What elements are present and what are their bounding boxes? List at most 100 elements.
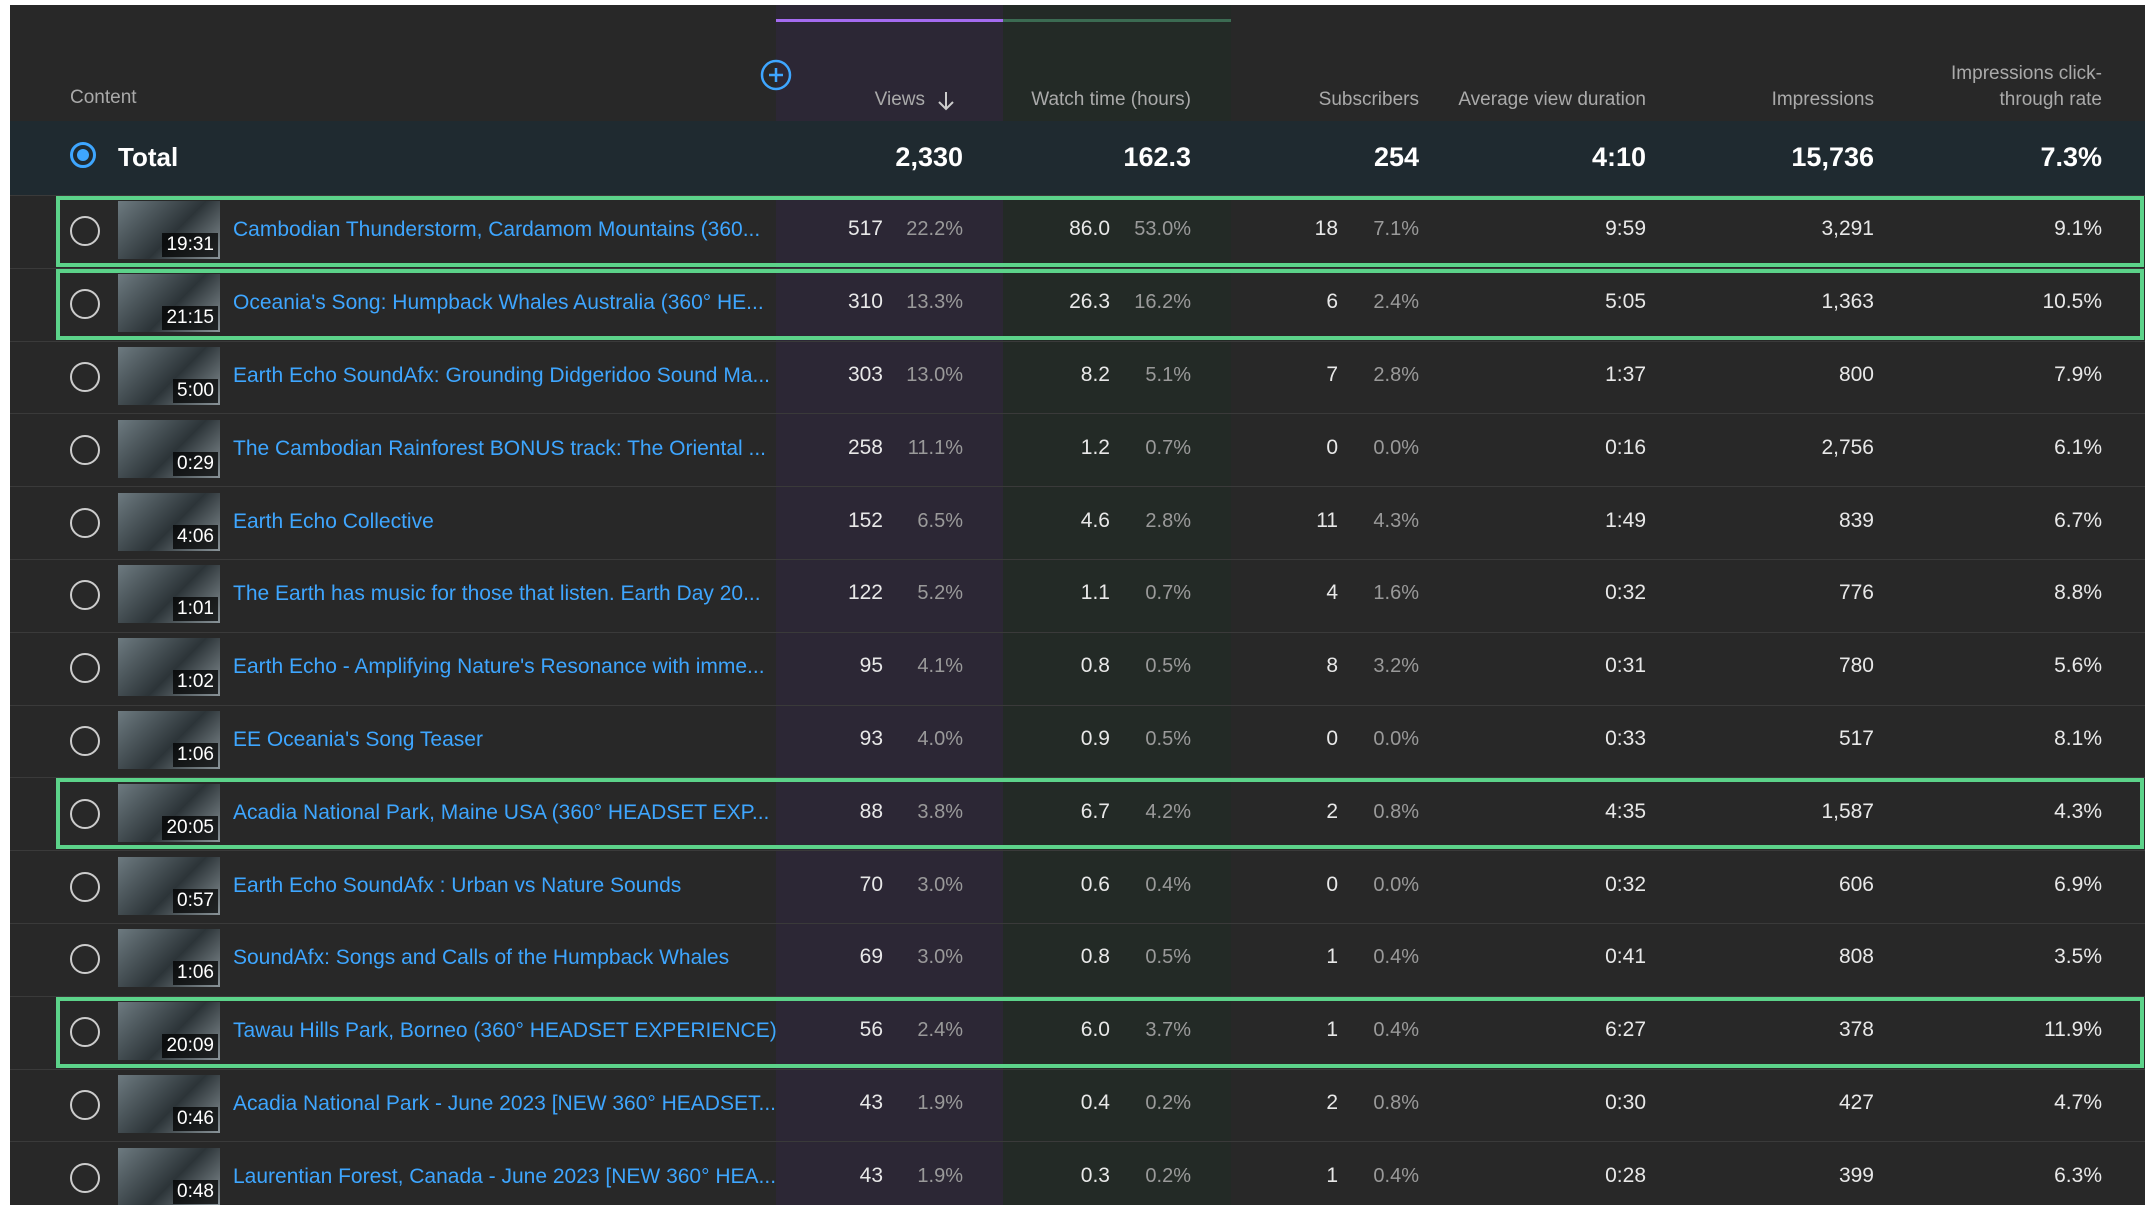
- video-title[interactable]: Acadia National Park - June 2023 [NEW 36…: [233, 1092, 776, 1116]
- metric-value: 3.5%: [2054, 945, 2102, 969]
- video-title[interactable]: EE Oceania's Song Teaser: [233, 728, 483, 752]
- row-divider: [10, 850, 2145, 851]
- metric-value: 0.9: [1081, 727, 1110, 751]
- duration: 1:02: [173, 670, 218, 694]
- video-title[interactable]: Earth Echo SoundAfx: Grounding Didgerido…: [233, 364, 770, 388]
- thumbnail[interactable]: 0:57: [118, 857, 220, 915]
- column-header[interactable]: Average view duration: [1456, 87, 1646, 113]
- metric-value: 0:16: [1605, 436, 1646, 460]
- radio-dot: [77, 149, 89, 161]
- video-title[interactable]: Laurentian Forest, Canada - June 2023 [N…: [233, 1165, 776, 1189]
- thumbnail[interactable]: 0:48: [118, 1148, 220, 1205]
- metric-percent: 0.0%: [1373, 437, 1419, 460]
- video-title[interactable]: Earth Echo - Amplifying Nature's Resonan…: [233, 655, 765, 679]
- metric-value: 258: [848, 436, 883, 460]
- radio[interactable]: [70, 1163, 100, 1193]
- highlight-box: [56, 269, 2144, 340]
- metric-percent: 2.8%: [1145, 510, 1191, 533]
- radio[interactable]: [70, 1090, 100, 1120]
- duration: 0:48: [173, 1180, 218, 1204]
- thumbnail[interactable]: 0:29: [118, 420, 220, 478]
- metric-value: 0: [1326, 436, 1338, 460]
- analytics-table: Content Views Watch time (hours) Subscriber…: [10, 5, 2145, 1205]
- metric-percent: 0.7%: [1145, 582, 1191, 605]
- metric-value: 4.6: [1081, 509, 1110, 533]
- metric-value: 2: [1326, 1091, 1338, 1115]
- metric-value: 95: [860, 654, 883, 678]
- views-top-line: [776, 19, 1003, 22]
- video-title[interactable]: SoundAfx: Songs and Calls of the Humpbac…: [233, 946, 729, 970]
- duration: 1:06: [173, 961, 218, 985]
- row-divider: [10, 1069, 2145, 1070]
- thumbnail[interactable]: 1:02: [118, 638, 220, 696]
- metric-percent: 0.8%: [1373, 1092, 1419, 1115]
- duration: 0:46: [173, 1107, 218, 1131]
- column-header[interactable]: Views: [735, 87, 925, 113]
- metric-value: 8.2: [1081, 363, 1110, 387]
- metric-value: 43: [860, 1164, 883, 1188]
- metric-value: 1: [1326, 1164, 1338, 1188]
- radio[interactable]: [70, 726, 100, 756]
- metric-value: 0: [1326, 873, 1338, 897]
- metric-value: 606: [1839, 873, 1874, 897]
- sort-arrow[interactable]: [935, 89, 957, 113]
- metric-value: 43: [860, 1091, 883, 1115]
- metric-percent: 4.1%: [917, 655, 963, 678]
- radio[interactable]: [70, 508, 100, 538]
- metric-value: 5.6%: [2054, 654, 2102, 678]
- duration: 0:29: [173, 452, 218, 476]
- column-header[interactable]: Impressions: [1684, 87, 1874, 113]
- metric-value: 0:32: [1605, 873, 1646, 897]
- thumbnail[interactable]: 0:46: [118, 1075, 220, 1133]
- radio[interactable]: [70, 580, 100, 610]
- radio[interactable]: [70, 944, 100, 974]
- metric-value: 11: [1316, 509, 1338, 533]
- metric-value: 808: [1839, 945, 1874, 969]
- total-value: 162.3: [1123, 142, 1191, 173]
- radio[interactable]: [70, 362, 100, 392]
- metric-percent: 0.5%: [1145, 946, 1191, 969]
- thumbnail[interactable]: 1:01: [118, 565, 220, 623]
- radio[interactable]: [70, 653, 100, 683]
- metric-value: 0:31: [1605, 654, 1646, 678]
- metric-percent: 0.5%: [1145, 728, 1191, 751]
- metric-value: 427: [1839, 1091, 1874, 1115]
- metric-value: 0:33: [1605, 727, 1646, 751]
- metric-value: 93: [860, 727, 883, 751]
- metric-value: 399: [1839, 1164, 1874, 1188]
- metric-value: 8.1%: [2054, 727, 2102, 751]
- video-title[interactable]: The Cambodian Rainforest BONUS track: Th…: [233, 437, 766, 461]
- thumbnail[interactable]: 1:06: [118, 711, 220, 769]
- row-divider: [10, 559, 2145, 560]
- metric-percent: 1.6%: [1373, 582, 1419, 605]
- column-header[interactable]: Subscribers: [1229, 87, 1419, 113]
- metric-value: 8.8%: [2054, 581, 2102, 605]
- video-title[interactable]: Earth Echo SoundAfx : Urban vs Nature So…: [233, 874, 681, 898]
- row-divider: [10, 486, 2145, 487]
- column-header[interactable]: Impressions click-through rate: [1912, 61, 2102, 113]
- metric-value: 1:37: [1605, 363, 1646, 387]
- metric-value: 517: [1839, 727, 1874, 751]
- metric-value: 0.8: [1081, 945, 1110, 969]
- thumbnail[interactable]: 1:06: [118, 929, 220, 987]
- metric-value: 0: [1326, 727, 1338, 751]
- total-value: 15,736: [1791, 142, 1874, 173]
- video-title[interactable]: Earth Echo Collective: [233, 510, 434, 534]
- metric-percent: 0.2%: [1145, 1092, 1191, 1115]
- column-header: Content: [70, 85, 137, 111]
- video-title[interactable]: The Earth has music for those that liste…: [233, 582, 761, 606]
- metric-value: 7.9%: [2054, 363, 2102, 387]
- radio[interactable]: [70, 872, 100, 902]
- column-header[interactable]: Watch time (hours): [1001, 87, 1191, 113]
- total-value: 254: [1374, 142, 1419, 173]
- metric-percent: 0.4%: [1373, 946, 1419, 969]
- metric-percent: 4.0%: [917, 728, 963, 751]
- total-value: 2,330: [895, 142, 963, 173]
- thumbnail[interactable]: 4:06: [118, 493, 220, 551]
- radio[interactable]: [70, 435, 100, 465]
- metric-value: 6.1%: [2054, 436, 2102, 460]
- thumbnail[interactable]: 5:00: [118, 347, 220, 405]
- page: Content Views Watch time (hours) Subscriber…: [0, 0, 2154, 1211]
- metric-percent: 5.1%: [1145, 364, 1191, 387]
- metric-percent: 1.9%: [917, 1165, 963, 1188]
